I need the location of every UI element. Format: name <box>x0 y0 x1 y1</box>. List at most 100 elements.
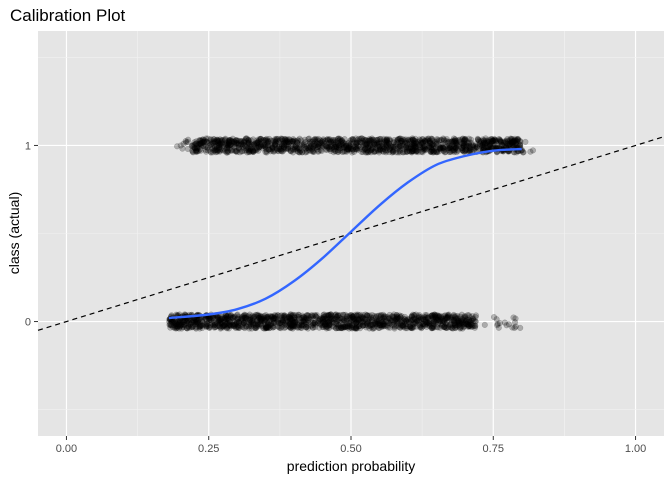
point <box>320 136 327 143</box>
point <box>402 137 409 144</box>
point <box>283 145 290 152</box>
point <box>326 146 333 153</box>
point <box>352 135 359 142</box>
point <box>280 140 287 147</box>
point <box>209 149 216 156</box>
point <box>204 144 211 151</box>
point <box>484 137 491 144</box>
point <box>377 138 384 145</box>
point <box>252 140 259 147</box>
point <box>192 148 199 155</box>
point <box>452 139 459 146</box>
point <box>347 145 354 152</box>
point <box>325 144 332 151</box>
point <box>204 323 211 330</box>
point <box>387 142 394 149</box>
point <box>269 143 276 150</box>
point <box>324 146 331 153</box>
point <box>383 135 390 142</box>
point <box>231 142 238 149</box>
point <box>414 147 421 154</box>
point <box>406 141 413 148</box>
point <box>460 143 467 150</box>
point <box>335 148 342 155</box>
point <box>248 145 255 152</box>
point <box>451 138 458 145</box>
point <box>383 137 390 144</box>
point <box>383 141 390 148</box>
point <box>435 148 442 155</box>
point <box>315 142 322 149</box>
point <box>395 149 402 156</box>
point <box>209 144 216 151</box>
point <box>284 138 291 145</box>
point <box>214 136 221 143</box>
point <box>391 143 398 150</box>
point <box>195 141 202 148</box>
point <box>386 137 393 144</box>
point <box>433 149 440 156</box>
point <box>317 140 324 147</box>
point <box>202 138 209 145</box>
point <box>289 137 296 144</box>
point <box>250 148 257 155</box>
point <box>360 147 367 154</box>
point <box>224 148 231 155</box>
point <box>389 143 396 150</box>
point <box>441 323 448 330</box>
point <box>271 138 278 145</box>
point <box>224 144 231 151</box>
point <box>410 142 417 149</box>
point <box>256 141 263 148</box>
point <box>430 145 437 152</box>
point <box>376 146 383 153</box>
point <box>230 139 237 146</box>
point <box>293 138 300 145</box>
point <box>452 322 459 329</box>
point <box>257 135 264 142</box>
point <box>373 148 380 155</box>
point <box>433 149 440 156</box>
point <box>179 145 186 152</box>
point <box>489 138 496 145</box>
point <box>345 146 352 153</box>
point <box>311 142 318 149</box>
point <box>428 146 435 153</box>
point <box>167 321 174 328</box>
point <box>371 149 378 156</box>
point <box>262 312 269 319</box>
point <box>515 135 522 142</box>
point <box>427 148 434 155</box>
point <box>245 137 252 144</box>
point <box>394 139 401 146</box>
point <box>522 138 529 145</box>
point <box>428 148 435 155</box>
point <box>225 322 232 329</box>
point <box>324 136 331 143</box>
point <box>385 139 392 146</box>
point <box>332 147 339 154</box>
point <box>333 139 340 146</box>
point <box>517 138 524 145</box>
point <box>192 144 199 151</box>
point <box>282 138 289 145</box>
point <box>258 315 265 322</box>
x-tick-label: 0.50 <box>340 443 361 455</box>
point <box>397 135 404 142</box>
point <box>387 144 394 151</box>
point <box>395 143 402 150</box>
point <box>256 143 263 150</box>
point <box>490 143 497 150</box>
point <box>488 138 495 145</box>
point <box>363 142 370 149</box>
point <box>327 147 334 154</box>
point <box>343 142 350 149</box>
point <box>250 141 257 148</box>
point <box>336 143 343 150</box>
point <box>290 136 297 143</box>
point <box>462 142 469 149</box>
point <box>432 144 439 151</box>
point <box>247 146 254 153</box>
point <box>420 139 427 146</box>
point <box>396 135 403 142</box>
